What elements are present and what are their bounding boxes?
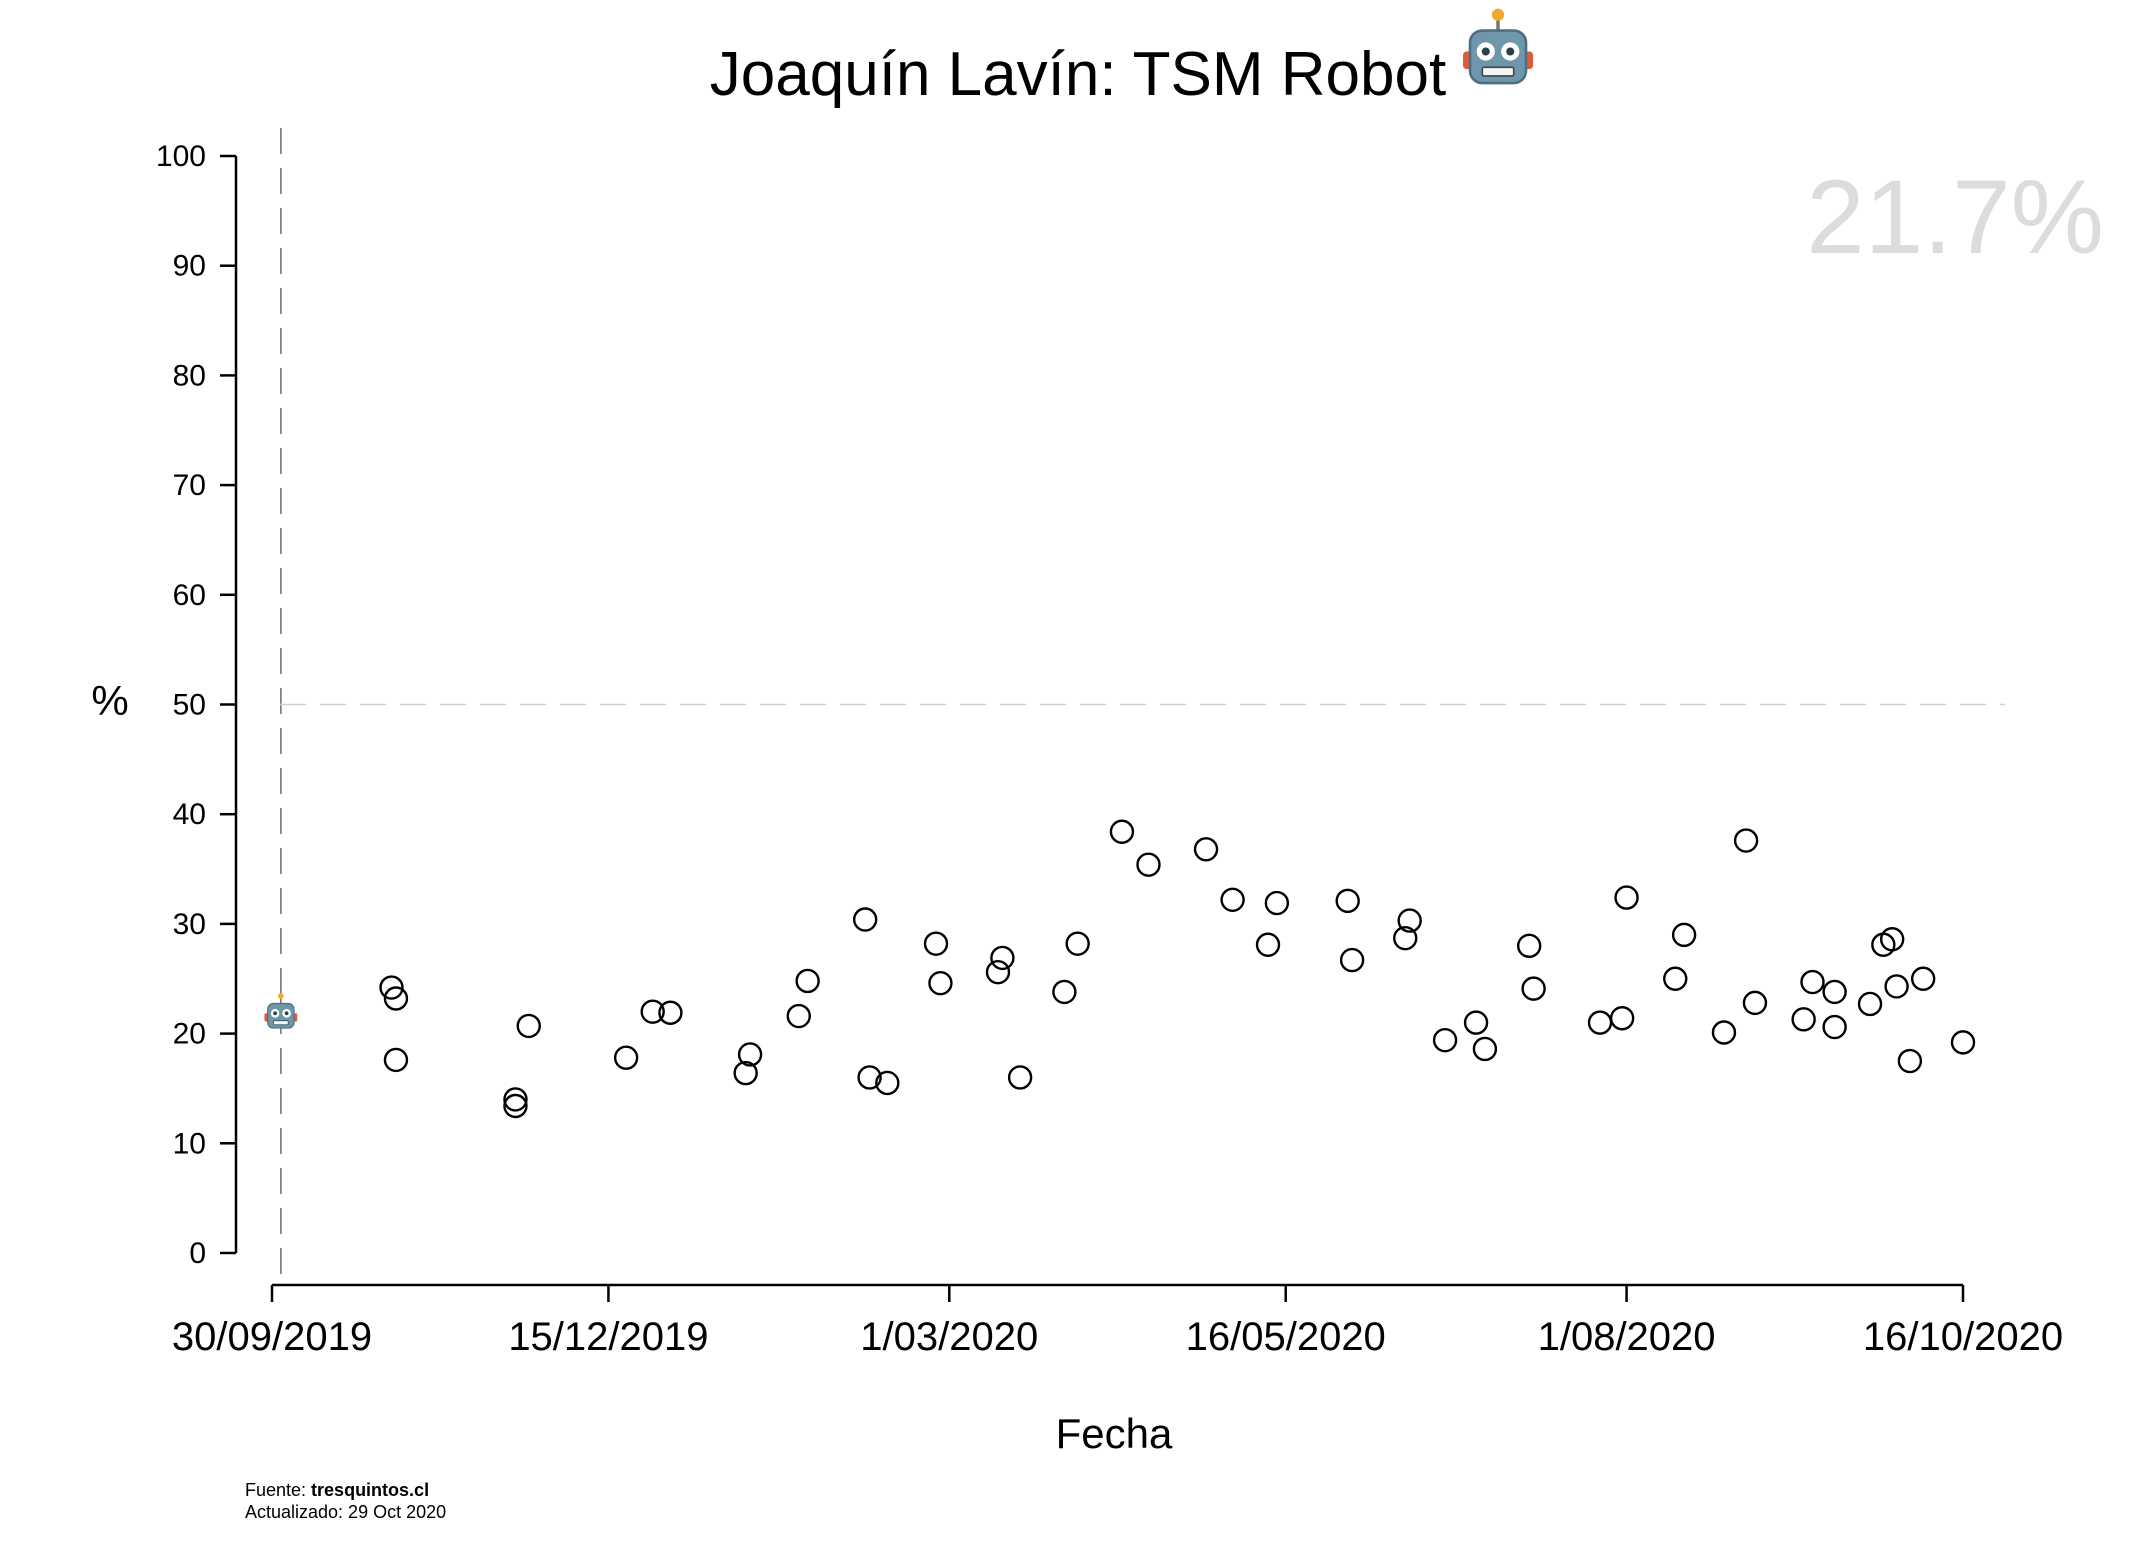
data-point [786, 1003, 811, 1029]
data-point [379, 975, 404, 1000]
x-axis-label: Fecha [1056, 1410, 1173, 1457]
robot-face-icon [264, 993, 298, 1029]
data-point [1733, 828, 1759, 853]
data-point [1007, 1065, 1033, 1090]
y-tick-label: 90 [173, 250, 206, 283]
data-point [795, 968, 820, 994]
data-point [1671, 922, 1697, 948]
data-point [1516, 933, 1542, 959]
data-point [383, 1047, 409, 1073]
data-point [1609, 1006, 1635, 1031]
data-point [1742, 990, 1768, 1016]
data-point [1521, 976, 1546, 1001]
data-point [1884, 974, 1909, 999]
data-point [1264, 890, 1290, 916]
y-tick-label: 50 [173, 689, 206, 722]
data-point [1711, 1020, 1737, 1045]
data-point [658, 1000, 683, 1025]
data-point [516, 1013, 541, 1039]
data-point [1339, 947, 1365, 973]
data-point [852, 907, 878, 932]
data-point [1472, 1036, 1498, 1062]
data-point [1432, 1027, 1458, 1053]
data-point [928, 970, 953, 996]
y-axis: 0 10 20 30 40 50 60 70 80 90 100 [156, 140, 238, 1270]
x-tick-label: 30/09/2019 [172, 1315, 372, 1359]
data-point [640, 999, 665, 1024]
data-point [1397, 908, 1422, 933]
data-point [875, 1070, 900, 1096]
data-point [1193, 837, 1219, 862]
data-point [1910, 966, 1936, 991]
y-tick-label: 60 [173, 579, 206, 612]
y-tick-label: 10 [173, 1127, 206, 1160]
data-point [857, 1065, 882, 1090]
data-point [1136, 852, 1161, 877]
data-point [1587, 1010, 1613, 1035]
y-tick-label: 100 [156, 140, 206, 173]
data-point [613, 1045, 639, 1070]
y-axis-label: % [91, 677, 128, 724]
data-point [990, 945, 1015, 971]
data-point [1109, 819, 1135, 844]
y-tick-label: 30 [173, 908, 206, 941]
data-point [1065, 931, 1090, 956]
source-name: tresquintos.cl [311, 1480, 429, 1500]
x-tick-label: 16/05/2020 [1186, 1315, 1386, 1359]
data-point [1897, 1048, 1923, 1074]
x-axis: 30/09/2019 15/12/2019 1/03/2020 16/05/2020 1… [172, 1283, 2063, 1359]
data-point [985, 959, 1011, 985]
y-tick-label: 20 [173, 1018, 206, 1051]
data-point [503, 1093, 528, 1119]
data-point [1800, 969, 1825, 995]
data-point [1255, 932, 1281, 957]
chart-title: Joaquín Lavín: TSM Robot [710, 40, 1446, 109]
x-tick-label: 1/03/2020 [860, 1315, 1038, 1359]
y-tick-label: 40 [173, 798, 206, 831]
source-prefix: Fuente: [245, 1480, 311, 1500]
robot-face-icon [1463, 8, 1533, 85]
data-point [1791, 1007, 1816, 1032]
data-point [1463, 1010, 1489, 1035]
data-point [1822, 979, 1847, 1005]
y-tick-label: 80 [173, 359, 206, 392]
data-point [923, 931, 949, 956]
data-point [1879, 927, 1905, 952]
highlight-point [264, 993, 298, 1029]
data-point [503, 1087, 528, 1112]
data-point [1663, 966, 1688, 991]
y-tick-label: 0 [189, 1237, 206, 1270]
data-point [1857, 991, 1883, 1017]
reference-lines [280, 128, 2005, 1285]
data-point [1950, 1030, 1976, 1055]
data-point [733, 1060, 758, 1086]
data-point [737, 1042, 763, 1067]
data-point [1220, 887, 1245, 912]
data-point [383, 986, 409, 1011]
updated-note: Actualizado: 29 Oct 2020 [245, 1502, 446, 1522]
y-tick-label: 70 [173, 469, 206, 502]
source-note: Fuente: tresquintos.cl [245, 1480, 429, 1500]
data-point [1614, 885, 1639, 910]
highlight-value-label: 21.7% [1806, 159, 2104, 276]
data-point [1052, 979, 1077, 1005]
data-point [1822, 1014, 1847, 1040]
data-point [1335, 888, 1360, 914]
x-tick-label: 16/10/2020 [1863, 1315, 2063, 1359]
data-points [379, 819, 1976, 1119]
robot-face-icon [1463, 8, 1533, 85]
x-tick-label: 1/08/2020 [1538, 1315, 1716, 1359]
data-point [1393, 925, 1418, 951]
x-tick-label: 15/12/2019 [508, 1315, 708, 1359]
